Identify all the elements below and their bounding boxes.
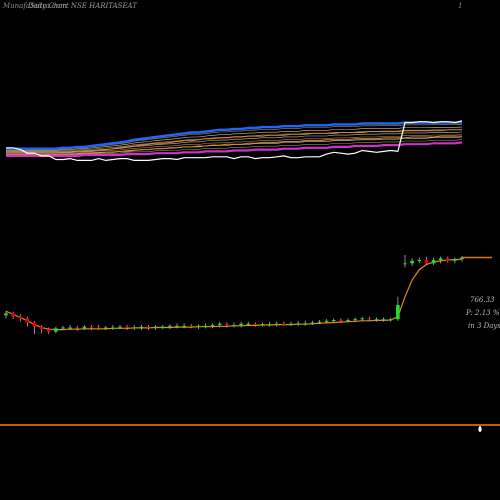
price-label: 766.33	[470, 296, 495, 304]
candle-body	[96, 327, 101, 329]
candle-body	[303, 323, 308, 325]
candle-body	[388, 319, 393, 321]
candle-body	[210, 325, 215, 326]
candle-body	[196, 325, 201, 327]
mid-line-2	[6, 135, 462, 155]
candle-body	[225, 323, 229, 325]
candle-body	[438, 258, 443, 260]
candle-body	[168, 325, 172, 327]
candle-body	[18, 316, 23, 319]
candle-body	[324, 320, 329, 322]
mid-fan-line	[6, 139, 463, 156]
candle-body	[217, 323, 222, 325]
candle-body	[54, 328, 58, 332]
candle-body	[246, 323, 251, 325]
candle-body	[182, 325, 186, 327]
candle-body	[460, 257, 464, 260]
mid-fan-line	[6, 134, 463, 154]
mid-fan-line	[6, 131, 463, 153]
candle-body	[61, 327, 65, 329]
candle-body	[103, 327, 108, 329]
candle-body	[89, 326, 94, 328]
candle-body	[339, 320, 343, 321]
brand-label: MunafaSutra.com	[3, 2, 67, 10]
candle-body	[353, 319, 357, 321]
candle-body	[317, 321, 322, 323]
candle-body	[367, 318, 372, 320]
candle-body	[289, 323, 293, 325]
candle-body	[274, 323, 279, 325]
page-marker: 1	[458, 2, 463, 10]
candle-body	[396, 305, 400, 320]
band-lower-line	[6, 141, 463, 157]
candle-body	[232, 325, 236, 326]
candle-body	[374, 319, 379, 321]
candle-body	[153, 326, 158, 328]
candle-body	[296, 323, 300, 325]
candle-body	[282, 323, 286, 325]
candle-body	[46, 329, 51, 332]
candle-body	[4, 313, 8, 316]
candle-body	[25, 318, 30, 323]
period-label: in 3 Days	[468, 322, 500, 330]
sma-line	[5, 258, 463, 331]
candle-body	[32, 322, 37, 327]
candle-body	[203, 325, 208, 327]
indicator-panel	[6, 120, 463, 162]
candle-body	[260, 324, 265, 326]
candle-body	[39, 326, 44, 330]
price-panel	[0, 255, 500, 432]
candle-body	[111, 327, 115, 329]
candle-body	[189, 325, 194, 327]
chart-title: Daily Chart NSE HARITASEAT	[28, 2, 137, 10]
candle-body	[310, 322, 315, 324]
indicator-close-line	[6, 120, 463, 162]
bottom-marker-icon	[478, 426, 482, 432]
candle-body	[118, 326, 122, 328]
candle-body	[125, 326, 129, 328]
candle-body	[139, 326, 144, 328]
candle-body	[445, 258, 450, 261]
candle-body	[410, 260, 414, 264]
candle-body	[403, 263, 407, 265]
candle-body	[11, 313, 15, 317]
candle-body	[175, 325, 179, 327]
candle-body	[75, 327, 80, 329]
candle-body	[146, 326, 151, 328]
candle-body	[360, 318, 365, 320]
candle-body	[132, 327, 137, 329]
candle-body	[239, 323, 243, 325]
candle-body	[453, 259, 457, 261]
candle-body	[160, 326, 165, 328]
candle-body	[253, 323, 258, 325]
mid-line-1	[6, 129, 462, 153]
candle-body	[431, 260, 436, 264]
candle-body	[82, 326, 87, 329]
candle-body	[346, 320, 350, 321]
candle-body	[417, 260, 422, 261]
candle-body	[424, 260, 429, 264]
change-label: P: 2.13 %	[466, 309, 500, 317]
candle-body	[267, 324, 272, 326]
candle-body	[381, 319, 386, 321]
candle-body	[331, 320, 336, 321]
candle-body	[68, 327, 72, 329]
mid-fan-line	[6, 126, 463, 151]
band-upper-line	[6, 121, 462, 150]
